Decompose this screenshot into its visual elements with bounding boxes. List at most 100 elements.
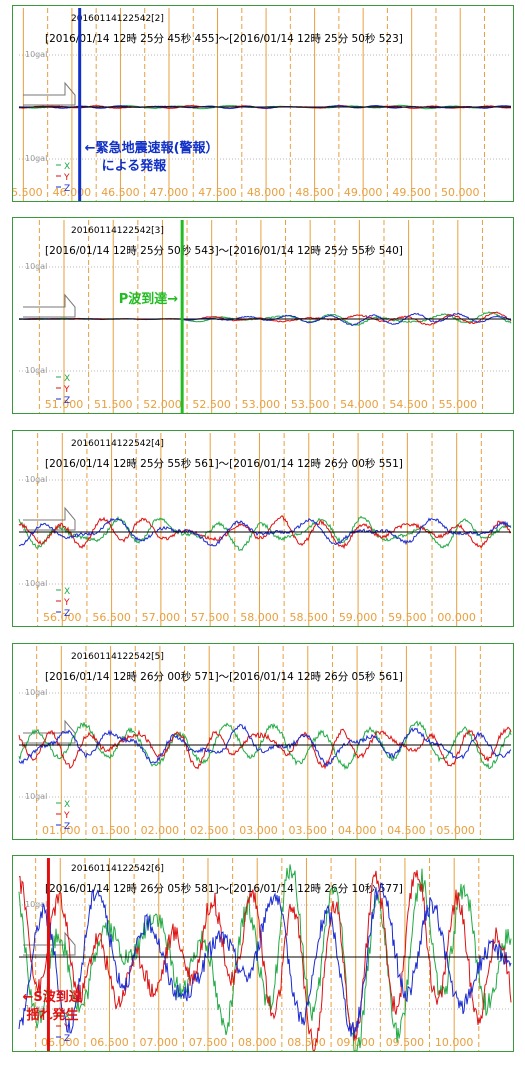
tick-label: 53.000	[242, 398, 281, 411]
scale-label-top: 10gal	[25, 900, 47, 909]
tick-label: 47.000	[150, 186, 189, 199]
legend-label: Y	[63, 811, 70, 821]
legend-label: Y	[63, 173, 70, 183]
tick-label: 07.000	[139, 1036, 178, 1049]
axis-flag-icon	[23, 81, 76, 106]
chart-id-label: 20160114122542[6]	[71, 864, 164, 874]
chart-title: [2016/01/14 12時 25分 50秒 543]～[2016/01/14…	[45, 244, 403, 257]
chart-panel: 06.000 06.500 07.000 07.500 08.000 08.500 09.0…	[12, 855, 514, 1052]
legend-label: X	[64, 162, 70, 172]
axis-flag-icon	[23, 293, 76, 318]
series-x-line	[18, 515, 512, 552]
scale-label-top: 10gal	[25, 475, 47, 484]
chart-panel: 01.000 01.500 02.000 02.500 03.000 03.500 04.0…	[12, 643, 514, 840]
tick-label: 00.000	[437, 611, 476, 624]
tick-label: 08.500	[287, 1036, 326, 1049]
chart-canvas: 51.000 51.500 52.000 52.500 53.000 53.500 54.0…	[18, 220, 512, 413]
scale-label-bottom: 10gal	[25, 366, 47, 375]
event-marker-label: P波到達→	[119, 291, 179, 307]
series-z-line	[18, 517, 512, 547]
tick-label: 06.000	[41, 1036, 80, 1049]
event-marker-label: ←S波到達	[22, 989, 81, 1005]
tick-label: 51.500	[94, 398, 133, 411]
chart-canvas: 06.000 06.500 07.000 07.500 08.000 08.500 09.0…	[18, 858, 512, 1052]
tick-label: 57.000	[142, 611, 181, 624]
tick-label: 06.500	[90, 1036, 129, 1049]
event-marker-label: 揺れ発生	[26, 1007, 78, 1023]
tick-label: 50.000	[441, 186, 480, 199]
tick-label: 45.500	[13, 186, 43, 199]
series-y-line	[18, 870, 512, 1052]
tick-label: 53.500	[291, 398, 330, 411]
tick-label: 49.500	[392, 186, 431, 199]
chart-id-label: 20160114122542[2]	[71, 14, 164, 24]
tick-label: 58.500	[290, 611, 329, 624]
tick-label: 58.000	[240, 611, 279, 624]
tick-label: 02.500	[190, 824, 229, 837]
series-z-line	[18, 723, 512, 768]
chart-title: [2016/01/14 12時 25分 45秒 455]～[2016/01/14…	[45, 32, 403, 45]
tick-label: 57.500	[191, 611, 230, 624]
tick-label: 03.500	[289, 824, 328, 837]
chart-title: [2016/01/14 12時 25分 55秒 561]～[2016/01/14…	[45, 457, 403, 470]
tick-label: 56.000	[43, 611, 82, 624]
chart-title: [2016/01/14 12時 26分 05秒 581]～[2016/01/14…	[45, 882, 403, 895]
axis-flag-icon	[23, 719, 76, 744]
tick-label: 04.000	[338, 824, 377, 837]
legend-label: X	[64, 374, 70, 384]
chart-id-label: 20160114122542[3]	[71, 226, 164, 236]
axis-flag-icon	[23, 506, 76, 531]
chart-panel: 45.500 46.000 46.500 47.000 47.500 48.000 48.5…	[12, 5, 514, 202]
series-y-line	[18, 515, 512, 550]
scale-label-top: 10gal	[25, 50, 47, 59]
scale-label-top: 10gal	[25, 688, 47, 697]
tick-label: 08.000	[238, 1036, 277, 1049]
scale-label-bottom: 10gal	[25, 792, 47, 801]
tick-label: 52.500	[192, 398, 231, 411]
tick-label: 55.000	[439, 398, 478, 411]
tick-label: 51.000	[45, 398, 84, 411]
legend-label: Z	[64, 1034, 70, 1044]
tick-label: 10.000	[435, 1036, 474, 1049]
tick-label: 01.500	[91, 824, 130, 837]
tick-label: 54.000	[340, 398, 379, 411]
tick-label: 04.500	[387, 824, 426, 837]
tick-label: 49.000	[344, 186, 383, 199]
tick-label: 03.000	[239, 824, 278, 837]
legend-label: X	[64, 587, 70, 597]
tick-label: 47.500	[198, 186, 237, 199]
tick-label: 05.000	[436, 824, 475, 837]
axis-flag-icon	[23, 931, 76, 956]
tick-label: 01.000	[42, 824, 81, 837]
tick-label: 52.000	[143, 398, 182, 411]
legend-label: Y	[63, 598, 70, 608]
scale-label-top: 10gal	[25, 262, 47, 271]
scale-label-bottom: 10gal	[25, 579, 47, 588]
tick-label: 46.500	[101, 186, 140, 199]
tick-label: 02.000	[141, 824, 180, 837]
scale-label-bottom: 10gal	[25, 154, 47, 163]
tick-label: 56.500	[92, 611, 131, 624]
chart-id-label: 20160114122542[4]	[71, 439, 164, 449]
chart-canvas: 01.000 01.500 02.000 02.500 03.000 03.500 04.0…	[18, 646, 512, 839]
event-marker-label: による発報	[102, 158, 168, 174]
chart-panel: 51.000 51.500 52.000 52.500 53.000 53.500 54.0…	[12, 217, 514, 414]
legend-label: Z	[64, 396, 70, 406]
event-marker-label: ←緊急地震速報(警報）	[85, 140, 219, 156]
tick-label: 48.000	[247, 186, 286, 199]
tick-label: 09.000	[336, 1036, 375, 1049]
chart-panel: 56.000 56.500 57.000 57.500 58.000 58.500 59.0…	[12, 430, 514, 627]
series-y-line	[18, 726, 512, 770]
tick-label: 09.500	[386, 1036, 425, 1049]
chart-canvas: 45.500 46.000 46.500 47.000 47.500 48.000 48.5…	[13, 8, 512, 201]
legend-label: Y	[63, 385, 70, 395]
legend-label: X	[64, 800, 70, 810]
legend-label: Z	[64, 822, 70, 832]
tick-label: 54.500	[389, 398, 428, 411]
series-z-line	[18, 882, 512, 1038]
legend-label: X	[64, 1012, 70, 1022]
tick-label: 48.500	[295, 186, 334, 199]
tick-label: 59.000	[339, 611, 378, 624]
scale-label-bottom: 10gal	[25, 1004, 47, 1013]
legend-label: Z	[64, 609, 70, 619]
